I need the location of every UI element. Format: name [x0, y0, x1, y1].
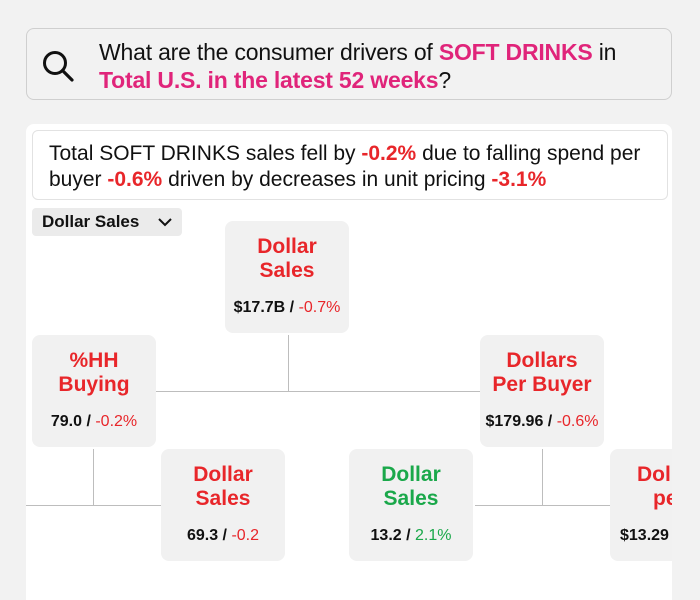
tree-node-dpb-child-partial[interactable]: Dollpe $13.29 / — [610, 449, 672, 561]
node-title: Dollar Sales — [257, 235, 317, 282]
tree-node-dpb-child-dollar-sales[interactable]: Dollar Sales 13.2 / 2.1% — [349, 449, 473, 561]
metric-dropdown[interactable]: Dollar Sales — [32, 208, 182, 236]
connector-line — [156, 391, 481, 392]
node-title: %HH Buying — [58, 349, 130, 396]
connector-line — [288, 335, 289, 392]
search-bar[interactable]: What are the consumer drivers of SOFT DR… — [26, 28, 672, 100]
node-title: Dollpe — [637, 463, 672, 510]
node-title: Dollar Sales — [193, 463, 253, 510]
market-highlight: Total U.S. in the latest 52 weeks — [99, 67, 439, 93]
tree-node-dollars-per-buyer[interactable]: Dollars Per Buyer $179.96 / -0.6% — [480, 335, 604, 447]
node-value: $13.29 / — [620, 527, 669, 544]
node-title: Dollars Per Buyer — [492, 349, 592, 396]
tree-node-hh-buying[interactable]: %HH Buying 79.0 / -0.2% — [32, 335, 156, 447]
search-query[interactable]: What are the consumer drivers of SOFT DR… — [99, 39, 617, 93]
node-title: Dollar Sales — [381, 463, 441, 510]
chevron-down-icon — [158, 218, 172, 227]
search-icon — [43, 51, 74, 82]
node-value: 69.3 / -0.2 — [186, 527, 260, 544]
summary-text: Total SOFT DRINKS sales fell by -0.2% du… — [32, 130, 668, 200]
node-value: $17.7B / -0.7% — [233, 299, 341, 316]
node-value: $179.96 / -0.6% — [485, 413, 599, 430]
node-value: 79.0 / -0.2% — [50, 413, 138, 430]
connector-line — [93, 449, 94, 506]
tree-node-hh-child-dollar-sales[interactable]: Dollar Sales 69.3 / -0.2 — [161, 449, 285, 561]
tree-node-dollar-sales[interactable]: Dollar Sales $17.7B / -0.7% — [225, 221, 349, 333]
node-value: 13.2 / 2.1% — [370, 527, 452, 544]
connector-line — [542, 449, 543, 506]
connector-line — [26, 505, 161, 506]
result-panel: Total SOFT DRINKS sales fell by -0.2% du… — [26, 124, 672, 600]
connector-line — [475, 505, 610, 506]
metric-dropdown-value: Dollar Sales — [42, 212, 140, 231]
category-highlight: SOFT DRINKS — [438, 39, 593, 65]
